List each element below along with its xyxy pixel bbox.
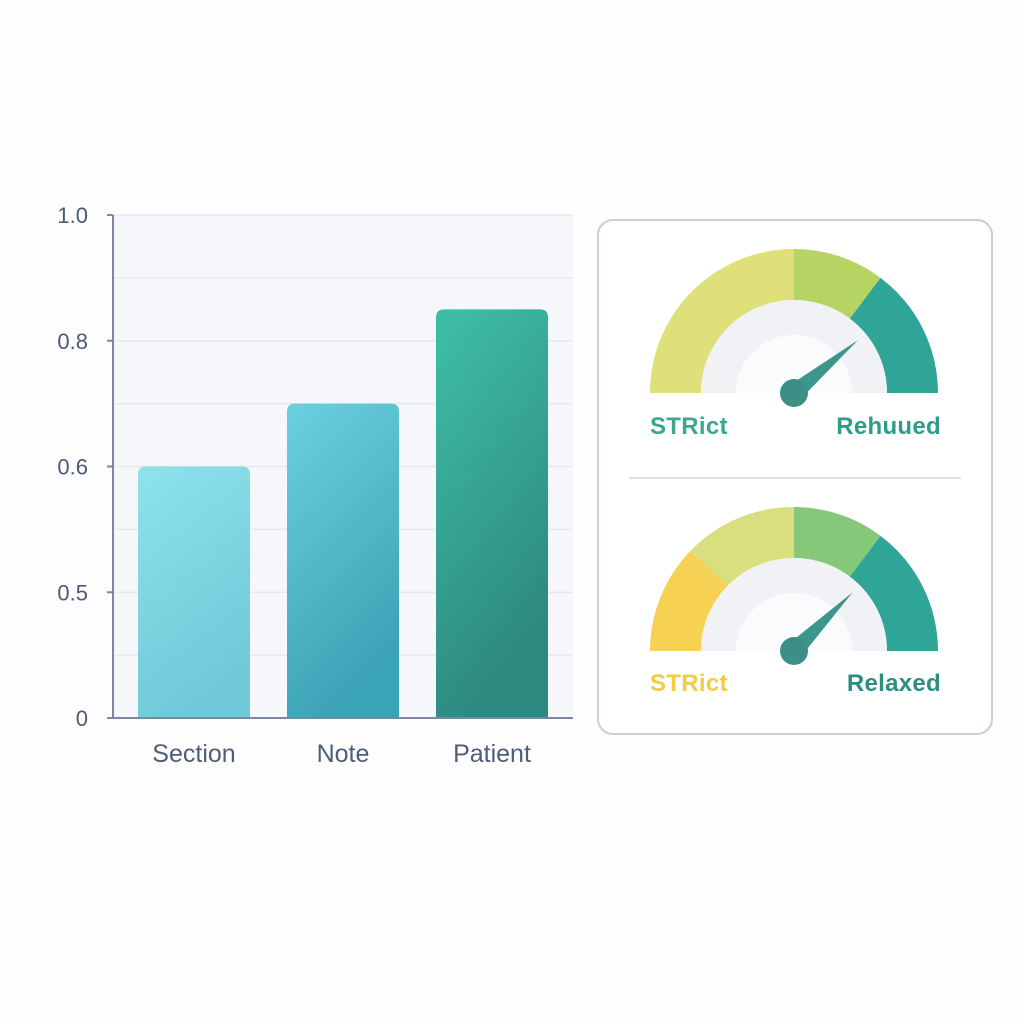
y-tick-label: 0 — [76, 706, 88, 731]
gauge-bottom-high-label: Relaxed — [846, 670, 941, 697]
gauge-segment — [849, 535, 938, 651]
bar-patient — [436, 309, 548, 718]
gauge-top: STRict Rehuued — [599, 241, 991, 481]
gauge-needle-hub — [780, 379, 808, 407]
gauge-top-low-label: STRict — [650, 413, 728, 440]
y-tick-layer: 0 0.5 0.6 0.8 1.0 — [57, 203, 113, 731]
bar-chart: 0 0.5 0.6 0.8 1.0 Section Note Patient — [30, 190, 590, 790]
y-tick-label: 0.5 — [57, 580, 88, 605]
gauge-segment — [650, 550, 728, 651]
gauge-needle — [788, 340, 858, 400]
gauge-needle-hub — [780, 637, 808, 665]
gauge-segment — [794, 249, 881, 319]
y-tick-label: 0.8 — [57, 329, 88, 354]
gauge-segment — [794, 507, 881, 577]
y-tick-label: 1.0 — [57, 203, 88, 228]
y-tick-label: 0.6 — [57, 455, 88, 480]
bar-section — [138, 466, 250, 718]
gauge-bottom-low-label: STRict — [650, 670, 728, 697]
gauge-inner-band — [701, 558, 887, 651]
gauge-top-svg — [650, 249, 938, 407]
gauge-hub-area — [736, 593, 852, 651]
x-category-label: Section — [152, 740, 235, 768]
gauge-segment — [650, 249, 794, 393]
bar-chart-svg: 0 0.5 0.6 0.8 1.0 Section Note Patient — [57, 203, 573, 768]
gauge-hub-area — [736, 335, 852, 393]
bar-layer — [138, 309, 548, 718]
gauge-bottom: STRict Relaxed — [599, 499, 991, 739]
gauge-inner-band — [701, 300, 887, 393]
gauge-segment — [849, 277, 938, 393]
gauge-divider — [629, 477, 961, 479]
gauge-bottom-svg — [650, 507, 938, 665]
gauge-segment — [690, 507, 794, 587]
x-label-layer: Section Note Patient — [152, 740, 531, 768]
x-category-label: Note — [317, 740, 370, 768]
gauge-needle — [787, 592, 853, 658]
bar-note — [287, 403, 399, 718]
gauge-top-high-label: Rehuued — [836, 413, 941, 440]
gauge-panel: STRict Rehuued STRict Relaxed — [597, 219, 993, 735]
x-category-label: Patient — [453, 740, 531, 768]
